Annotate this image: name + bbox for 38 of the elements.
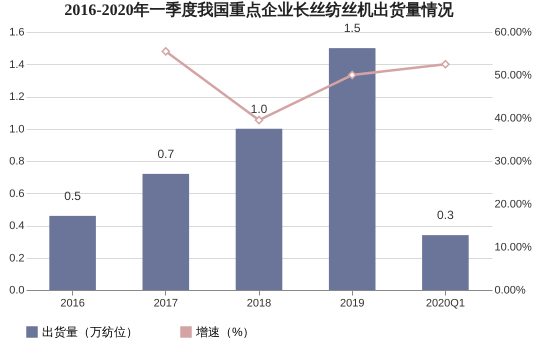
- x-tick-label: 2016: [60, 298, 85, 310]
- data-label: 0.3: [437, 208, 454, 222]
- bar: [236, 128, 282, 290]
- point: [441, 60, 450, 69]
- point: [254, 116, 264, 124]
- data-label: 1.0: [250, 102, 268, 116]
- x-tick-label: 2018: [246, 298, 272, 310]
- x-tick-label: 2020Q1: [426, 298, 465, 310]
- point: [348, 70, 356, 80]
- bar: [49, 216, 96, 290]
- x-tick-label: 2017: [154, 298, 178, 310]
- y2-tick-label: 60.00%: [494, 26, 532, 38]
- y2-tick-label: 50.00%: [494, 70, 532, 82]
- legend-label: 出货量（万纺位）: [42, 325, 138, 339]
- y2-tick-label: 20.00%: [494, 198, 532, 210]
- y-tick-label: 0.6: [9, 188, 24, 200]
- data-label: 0.7: [157, 146, 174, 161]
- bar: [142, 174, 190, 290]
- y2-tick-label: 40.00%: [494, 112, 532, 124]
- point: [162, 47, 170, 56]
- y2-tick-label: 0.00%: [494, 284, 526, 296]
- y-tick-label: 1.0: [9, 123, 24, 136]
- data-label: 1.5: [344, 21, 361, 36]
- chart-title: 2016-2020年一季度我国重点企业长丝纺丝机出货量情况: [64, 0, 455, 20]
- y-tick-label: 1.4: [9, 58, 24, 71]
- bar: [422, 235, 469, 290]
- y-tick-label: 1.2: [9, 91, 24, 103]
- legend-label: 增速（%）: [195, 325, 255, 339]
- data-label: 0.5: [64, 188, 82, 203]
- y-tick-label: 0.0: [9, 284, 24, 296]
- x-tick-label: 2019: [340, 298, 364, 310]
- bar: [328, 48, 376, 290]
- y-tick-label: 0.4: [9, 220, 24, 232]
- y-tick-label: 0.8: [9, 156, 24, 168]
- y-tick-label: 1.6: [9, 26, 24, 38]
- y2-tick-label: 30.00%: [494, 156, 532, 168]
- y-tick-label: 0.2: [9, 252, 24, 264]
- y2-tick-label: 10.00%: [494, 242, 532, 254]
